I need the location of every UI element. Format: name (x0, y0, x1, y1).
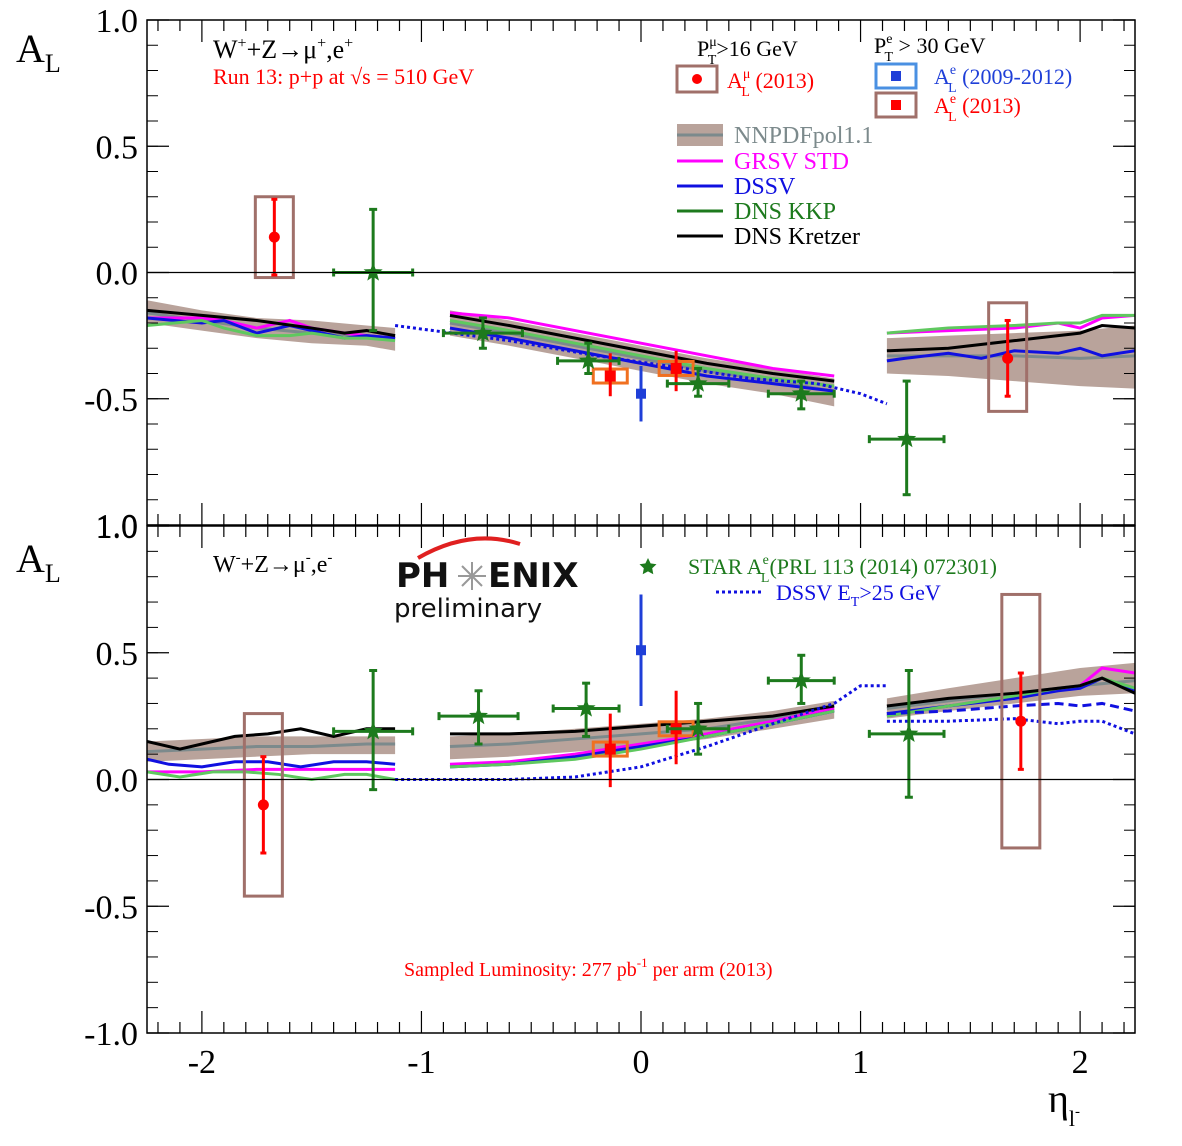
dns-kkp-curve (886, 313, 1135, 335)
e-2013-point (604, 370, 616, 382)
bottom-y-tick-label: 1.0 (96, 509, 139, 546)
nnpdf-band (449, 700, 835, 760)
header-e: Pe T > 30 GeV (874, 32, 986, 65)
bottom-y-tick-label: -1.0 (84, 1016, 138, 1053)
legend-dssv: DSSV (677, 174, 796, 200)
star-point (688, 718, 708, 737)
nnpdf-curve (449, 709, 835, 749)
e-2013-point (604, 743, 616, 755)
dns-kkp-curve (449, 318, 835, 388)
bottom-panel-title: W-+Z→μ-,e- (213, 550, 332, 578)
dssv-curve (147, 757, 396, 769)
dssv-et25-curve (394, 324, 888, 406)
mu-syst-box (987, 301, 1029, 413)
grsv-curve (147, 316, 396, 340)
star-point (469, 706, 488, 725)
bottom-panel: 1.0 0.5 0.0 -0.5 -1.0 -2 -1 0 1 2 AL W-+Z→μ-,e- P… (16, 509, 1136, 1131)
bottom-y-tick-label: 0.0 (96, 763, 139, 800)
legend-e-2013: Ae L (2013) (874, 91, 1021, 125)
star-point (576, 698, 596, 717)
svg-text:preliminary: preliminary (394, 594, 542, 624)
legend-nnpdf: NNPDFpol1.1 (677, 123, 873, 149)
star-point (791, 383, 811, 402)
dns-kkp-curve (147, 318, 396, 343)
star-point (791, 670, 811, 689)
grsv-curve (147, 767, 396, 774)
top-axes: 1.0 0.5 0.0 -0.5 1.0 (84, 3, 1135, 545)
bottom-y-tick-label: 0.5 (96, 636, 139, 673)
svg-text:AμL (2013): Aμ L (2013) (727, 67, 814, 100)
top-y-tick-label: 1.0 (96, 3, 139, 40)
svg-text:ENIX: ENIX (488, 556, 579, 596)
x-tick-label: 1 (852, 1044, 869, 1081)
bottom-model-curves (147, 662, 1135, 782)
bottom-y-tick-label: -0.5 (84, 889, 138, 926)
legend-dssv-et25: DSSV ET>25 GeV (716, 580, 941, 610)
star-point (899, 723, 919, 742)
svg-text:DNS KKP: DNS KKP (734, 199, 836, 225)
dns-kretzer-curve (886, 676, 1135, 708)
top-y-tick-label: 0.0 (96, 256, 139, 293)
star-point (897, 429, 917, 448)
top-y-tick-label: 0.5 (96, 129, 139, 166)
svg-text:DNS Kretzer: DNS Kretzer (734, 224, 860, 250)
top-ylabel: AL (16, 26, 61, 78)
top-panel: 1.0 0.5 0.0 -0.5 1.0 AL W++Z→μ+,e+ Run 13: p… (16, 3, 1136, 545)
mu-syst-box (1000, 592, 1042, 850)
e-2009-2012-point (636, 645, 646, 656)
dssv-dashed-curve (886, 701, 1135, 716)
star-point (688, 373, 708, 392)
svg-text:DSSV ET>25 GeV: DSSV ET>25 GeV (776, 580, 941, 610)
dns-kretzer-curve (886, 324, 1135, 353)
mu-2013-point (257, 799, 269, 811)
x-tick-label: 2 (1072, 1044, 1089, 1081)
bottom-ylabel: AL (16, 536, 61, 588)
svg-text:NNPDFpol1.1: NNPDFpol1.1 (734, 123, 873, 149)
svg-text:DSSV: DSSV (734, 174, 796, 200)
grsv-curve (449, 707, 835, 766)
mu-syst-box (253, 195, 295, 280)
bottom-data-points (242, 592, 1042, 898)
x-tick-label: -2 (188, 1044, 216, 1081)
x-tick-label: 0 (633, 1044, 650, 1081)
dns-kretzer-curve (449, 704, 835, 736)
e-2009-2012-point (636, 388, 646, 399)
star-point (473, 323, 493, 342)
top-panel-subtitle: Run 13: p+p at √s = 510 GeV (213, 64, 474, 89)
star-point (578, 350, 598, 369)
legend-mu-2013: Aμ L (2013) (675, 64, 814, 100)
mu-2013-point (1002, 352, 1014, 364)
mu-2013-point (1015, 715, 1027, 727)
x-axis-label: ηl- (1048, 1076, 1080, 1131)
legend-grsv: GRSV STD (677, 149, 849, 175)
nnpdf-curve (147, 742, 396, 754)
dssv-et25-curve (886, 717, 1135, 736)
svg-text:PH: PH (396, 556, 449, 596)
header-mu: Pμ T>16 GeV (697, 35, 798, 68)
phenix-logo: PH ENIX preliminary (394, 536, 579, 624)
legend-dns-kkp: DNS KKP (677, 199, 836, 225)
grsv-curve (449, 311, 835, 378)
top-y-tick-label: 1.0 (96, 508, 139, 545)
dns-kretzer-curve (449, 313, 835, 383)
dssv-curve (886, 346, 1135, 363)
svg-text:AeL (2013): Ae L (2013) (934, 92, 1021, 125)
top-panel-title: W++Z→μ+,e+ (213, 35, 353, 64)
legend-e-2009-2012: Ae L (2009-2012) (874, 62, 1072, 96)
mu-2013-point (268, 231, 280, 243)
e-2013-point (670, 362, 682, 374)
star-icon (639, 558, 657, 575)
bottom-axes: 1.0 0.5 0.0 -0.5 -1.0 -2 -1 0 1 2 (84, 509, 1135, 1081)
svg-text:GRSV STD: GRSV STD (734, 149, 849, 175)
mu-syst-box (242, 712, 284, 898)
legend-dns-kretzer: DNS Kretzer (677, 224, 860, 250)
star-point (363, 262, 383, 281)
dns-kkp-curve (147, 770, 396, 782)
top-y-tick-label: -0.5 (84, 382, 138, 419)
x-tick-label: -1 (407, 1044, 435, 1081)
star-point (363, 721, 383, 740)
dns-kretzer-curve (147, 308, 396, 338)
luminosity-annotation: Sampled Luminosity: 277 pb-1 per arm (20… (404, 955, 773, 981)
